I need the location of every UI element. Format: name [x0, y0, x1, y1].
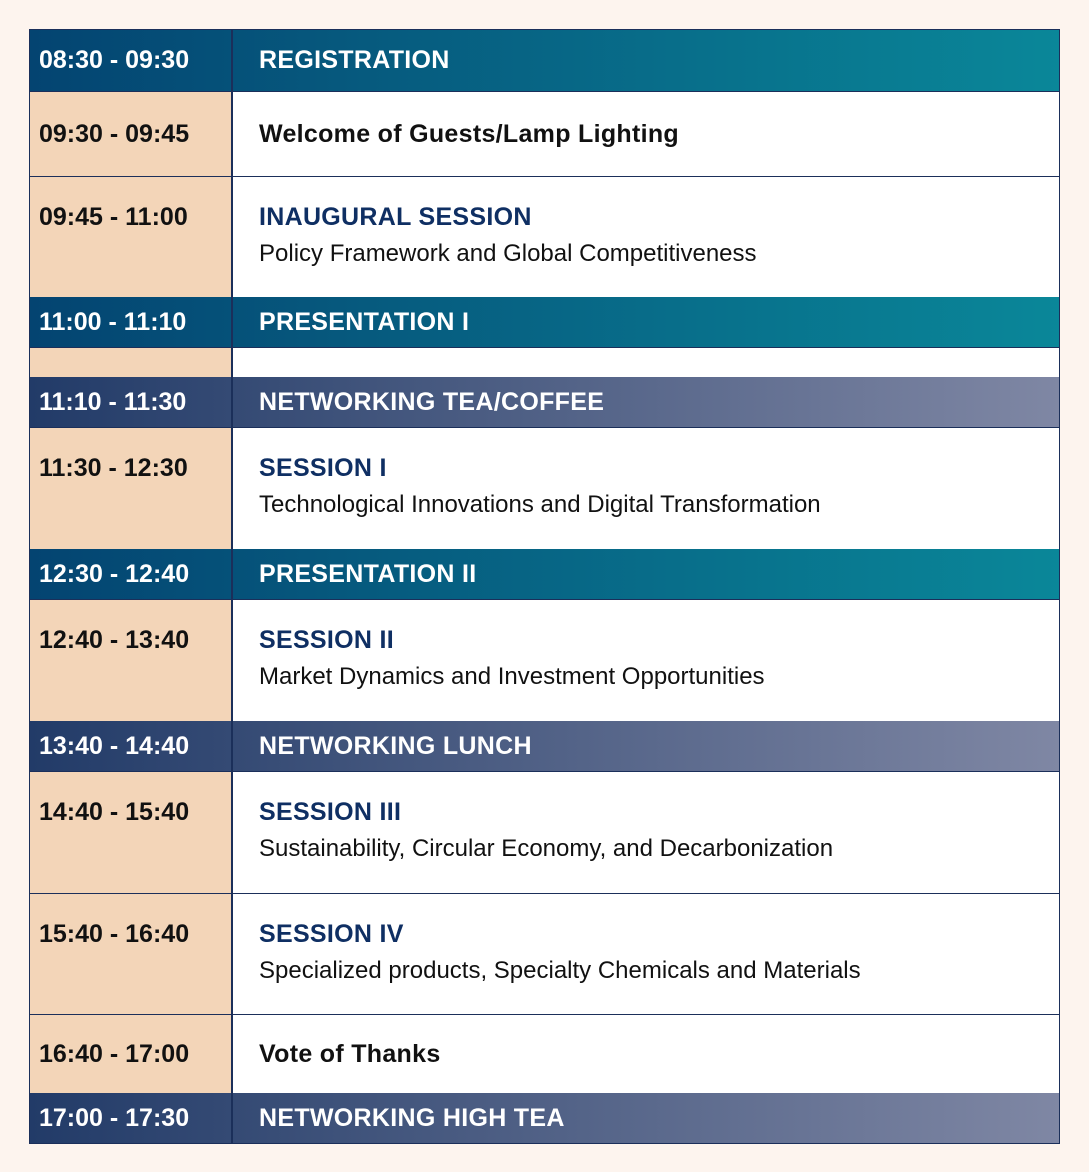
agenda-content: PRESENTATION II — [233, 549, 1059, 599]
agenda-item-title: PRESENTATION I — [259, 307, 470, 336]
agenda-row: 14:40 - 15:40 SESSION III Sustainability, … — [30, 771, 1059, 893]
time-slot: 09:30 - 09:45 — [30, 92, 233, 176]
time-slot: 09:45 - 11:00 — [30, 177, 233, 297]
agenda-row: 15:40 - 16:40 SESSION IV Specialized produ… — [30, 893, 1059, 1014]
time-slot: 12:30 - 12:40 — [30, 549, 233, 599]
agenda-table: 08:30 - 09:30 REGISTRATION 09:30 - 09:45 We… — [29, 29, 1060, 1144]
time-slot: 14:40 - 15:40 — [30, 772, 233, 893]
session-topic: Specialized products, Specialty Chemical… — [259, 957, 861, 984]
agenda-item-title: NETWORKING LUNCH — [259, 731, 532, 760]
agenda-content: REGISTRATION — [233, 30, 1059, 91]
agenda-row: 12:40 - 13:40 SESSION II Market Dynamics a… — [30, 599, 1059, 721]
agenda-content — [233, 348, 1059, 377]
session-title: SESSION II — [259, 626, 394, 654]
agenda-item-title: Vote of Thanks — [259, 1039, 441, 1068]
agenda-band-row: 11:10 - 11:30 NETWORKING TEA/COFFEE — [30, 377, 1059, 427]
agenda-item-title: NETWORKING HIGH TEA — [259, 1103, 565, 1132]
agenda-band-row: 08:30 - 09:30 REGISTRATION — [30, 30, 1059, 91]
agenda-row: 09:30 - 09:45 Welcome of Guests/Lamp Ligh… — [30, 91, 1059, 176]
agenda-band-row: 11:00 - 11:10 PRESENTATION I — [30, 297, 1059, 347]
agenda-content: NETWORKING LUNCH — [233, 721, 1059, 771]
agenda-content: INAUGURAL SESSION Policy Framework and Gl… — [233, 177, 1059, 297]
time-slot: 15:40 - 16:40 — [30, 894, 233, 1014]
agenda-content: NETWORKING HIGH TEA — [233, 1093, 1059, 1143]
time-slot: 08:30 - 09:30 — [30, 30, 233, 91]
time-slot — [30, 348, 233, 377]
agenda-content: PRESENTATION I — [233, 297, 1059, 347]
time-slot: 12:40 - 13:40 — [30, 600, 233, 721]
time-slot: 11:30 - 12:30 — [30, 428, 233, 549]
time-slot: 13:40 - 14:40 — [30, 721, 233, 771]
time-slot: 11:10 - 11:30 — [30, 377, 233, 427]
agenda-content: Vote of Thanks — [233, 1015, 1059, 1093]
agenda-item-title: PRESENTATION II — [259, 559, 477, 588]
session-title: SESSION I — [259, 454, 387, 482]
agenda-content: SESSION IV Specialized products, Specialt… — [233, 894, 1059, 1014]
time-slot: 17:00 - 17:30 — [30, 1093, 233, 1143]
session-topic: Sustainability, Circular Economy, and De… — [259, 835, 834, 862]
agenda-band-row: 12:30 - 12:40 PRESENTATION II — [30, 549, 1059, 599]
agenda-band-row: 17:00 - 17:30 NETWORKING HIGH TEA — [30, 1093, 1059, 1143]
session-topic: Policy Framework and Global Competitiven… — [259, 240, 757, 267]
agenda-content: SESSION II Market Dynamics and Investment… — [233, 600, 1059, 721]
agenda-row: 16:40 - 17:00 Vote of Thanks — [30, 1014, 1059, 1093]
agenda-content: SESSION III Sustainability, Circular Econ… — [233, 772, 1059, 893]
session-title: INAUGURAL SESSION — [259, 203, 532, 231]
session-title: SESSION III — [259, 798, 402, 826]
time-slot: 11:00 - 11:10 — [30, 297, 233, 347]
session-topic: Market Dynamics and Investment Opportuni… — [259, 663, 765, 690]
agenda-item-title: REGISTRATION — [259, 46, 450, 74]
agenda-content: NETWORKING TEA/COFFEE — [233, 377, 1059, 427]
agenda-row: 09:45 - 11:00 INAUGURAL SESSION Policy Fra… — [30, 176, 1059, 297]
agenda-content: Welcome of Guests/Lamp Lighting — [233, 92, 1059, 176]
agenda-row: 11:30 - 12:30 SESSION I Technological Inno… — [30, 427, 1059, 549]
agenda-band-row: 13:40 - 14:40 NETWORKING LUNCH — [30, 721, 1059, 771]
agenda-content: SESSION I Technological Innovations and D… — [233, 428, 1059, 549]
session-title: SESSION IV — [259, 920, 404, 948]
session-topic: Technological Innovations and Digital Tr… — [259, 491, 821, 518]
agenda-item-title: NETWORKING TEA/COFFEE — [259, 387, 605, 416]
agenda-spacer-row — [30, 347, 1059, 377]
agenda-item-title: Welcome of Guests/Lamp Lighting — [259, 119, 679, 148]
time-slot: 16:40 - 17:00 — [30, 1015, 233, 1093]
